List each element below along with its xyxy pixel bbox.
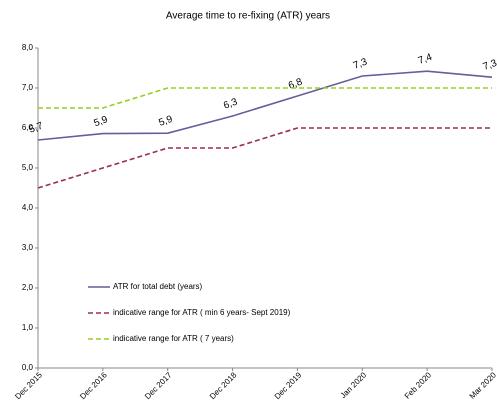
data-label: 7,3 [482, 58, 497, 73]
y-tick-label: 4,0 [22, 203, 34, 212]
y-tick-label: 6,0 [22, 123, 34, 132]
legend-label: indicative range for ATR ( 7 years) [113, 334, 234, 343]
series-line [37, 70, 493, 141]
x-tick-label: Mar 2020 [468, 370, 497, 401]
y-tick-label: 7,0 [22, 83, 34, 92]
data-label: 5,9 [157, 114, 174, 129]
x-tick-label: Dec 2018 [208, 370, 239, 401]
x-tick-label: Jan 2020 [339, 370, 369, 400]
data-label: 5,7 [28, 120, 45, 135]
x-tick-label: Dec 2015 [13, 370, 44, 401]
legend-label: ATR for total debt (years) [113, 282, 203, 291]
y-tick-label: 3,0 [22, 243, 34, 252]
data-label: 6,3 [222, 96, 239, 111]
y-tick-label: 1,0 [22, 323, 34, 332]
x-tick-label: Dec 2017 [143, 370, 174, 401]
x-tick-label: Feb 2020 [403, 370, 434, 401]
data-label: 6,8 [287, 76, 304, 91]
series-line [38, 87, 492, 109]
y-tick-label: 5,0 [22, 163, 34, 172]
y-tick-label: 2,0 [22, 283, 34, 292]
data-label: 7,3 [352, 56, 369, 71]
x-tick-label: Dec 2016 [78, 370, 109, 401]
x-tick-label: Dec 2019 [273, 370, 304, 401]
data-label: 5,9 [92, 114, 109, 129]
data-label: 7,4 [417, 52, 434, 67]
series-line [37, 127, 492, 189]
y-tick-label: 8,0 [22, 43, 34, 52]
chart-title: Average time to re-fixing (ATR) years [166, 11, 330, 22]
legend-label: indicative range for ATR ( min 6 years- … [113, 308, 291, 317]
y-tick-label: 0,0 [22, 363, 34, 372]
